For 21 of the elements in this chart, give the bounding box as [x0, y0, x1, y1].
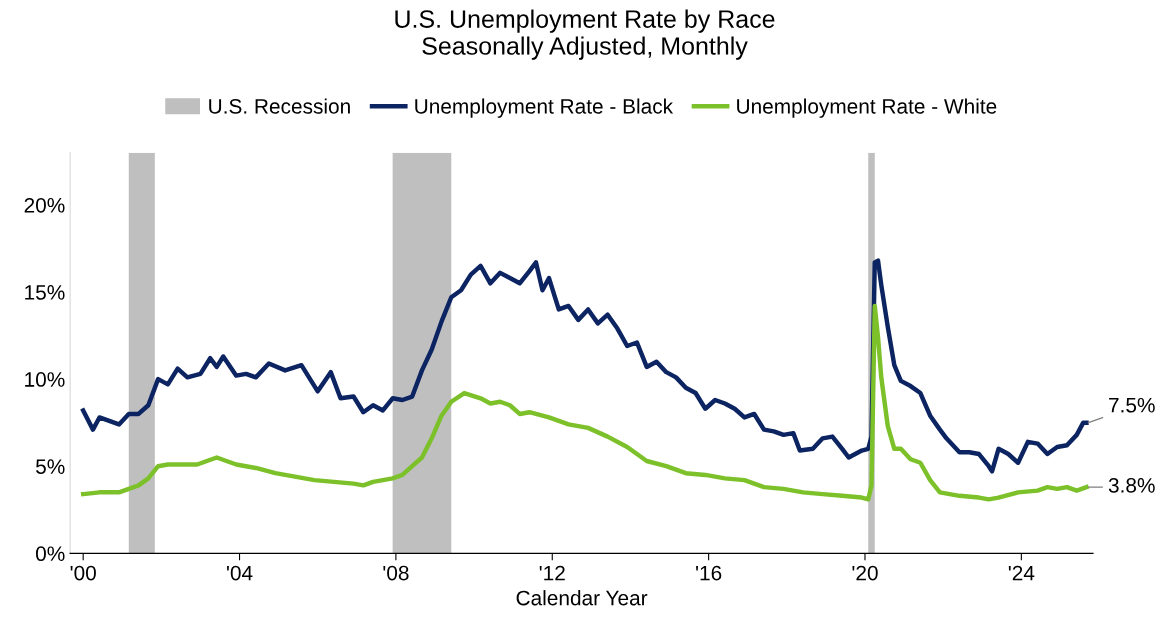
y-tick-label: 0% — [35, 546, 65, 562]
y-tick-label: 20% — [24, 197, 65, 213]
chart-title: U.S. Unemployment Rate by Race Seasonally Adjusted, Monthly — [395, 9, 775, 60]
x-tick-label: '00 — [70, 565, 96, 581]
x-tick-label: '08 — [383, 565, 409, 581]
line-series — [80, 258, 1089, 474]
annotation: 3.8% — [1108, 477, 1155, 493]
x-axis-title: Calendar Year — [516, 590, 648, 606]
annotation: 7.5% — [1109, 397, 1155, 413]
line-series — [80, 303, 1089, 502]
x-tick-label: '04 — [227, 565, 253, 581]
legend-label: U.S. Recession — [209, 98, 350, 114]
legend-label: Unemployment Rate - White — [737, 98, 997, 118]
x-tick-label: '24 — [1008, 565, 1035, 581]
y-tick-label: 10% — [25, 372, 65, 387]
y-tick-label: 5% — [36, 459, 65, 474]
legend-label: Unemployment Rate - Black — [415, 98, 674, 118]
x-tick-label: '16 — [696, 565, 722, 581]
x-tick-label: '20 — [852, 565, 878, 581]
x-tick-label: '12 — [539, 565, 565, 581]
y-tick-label: 15% — [25, 285, 65, 300]
